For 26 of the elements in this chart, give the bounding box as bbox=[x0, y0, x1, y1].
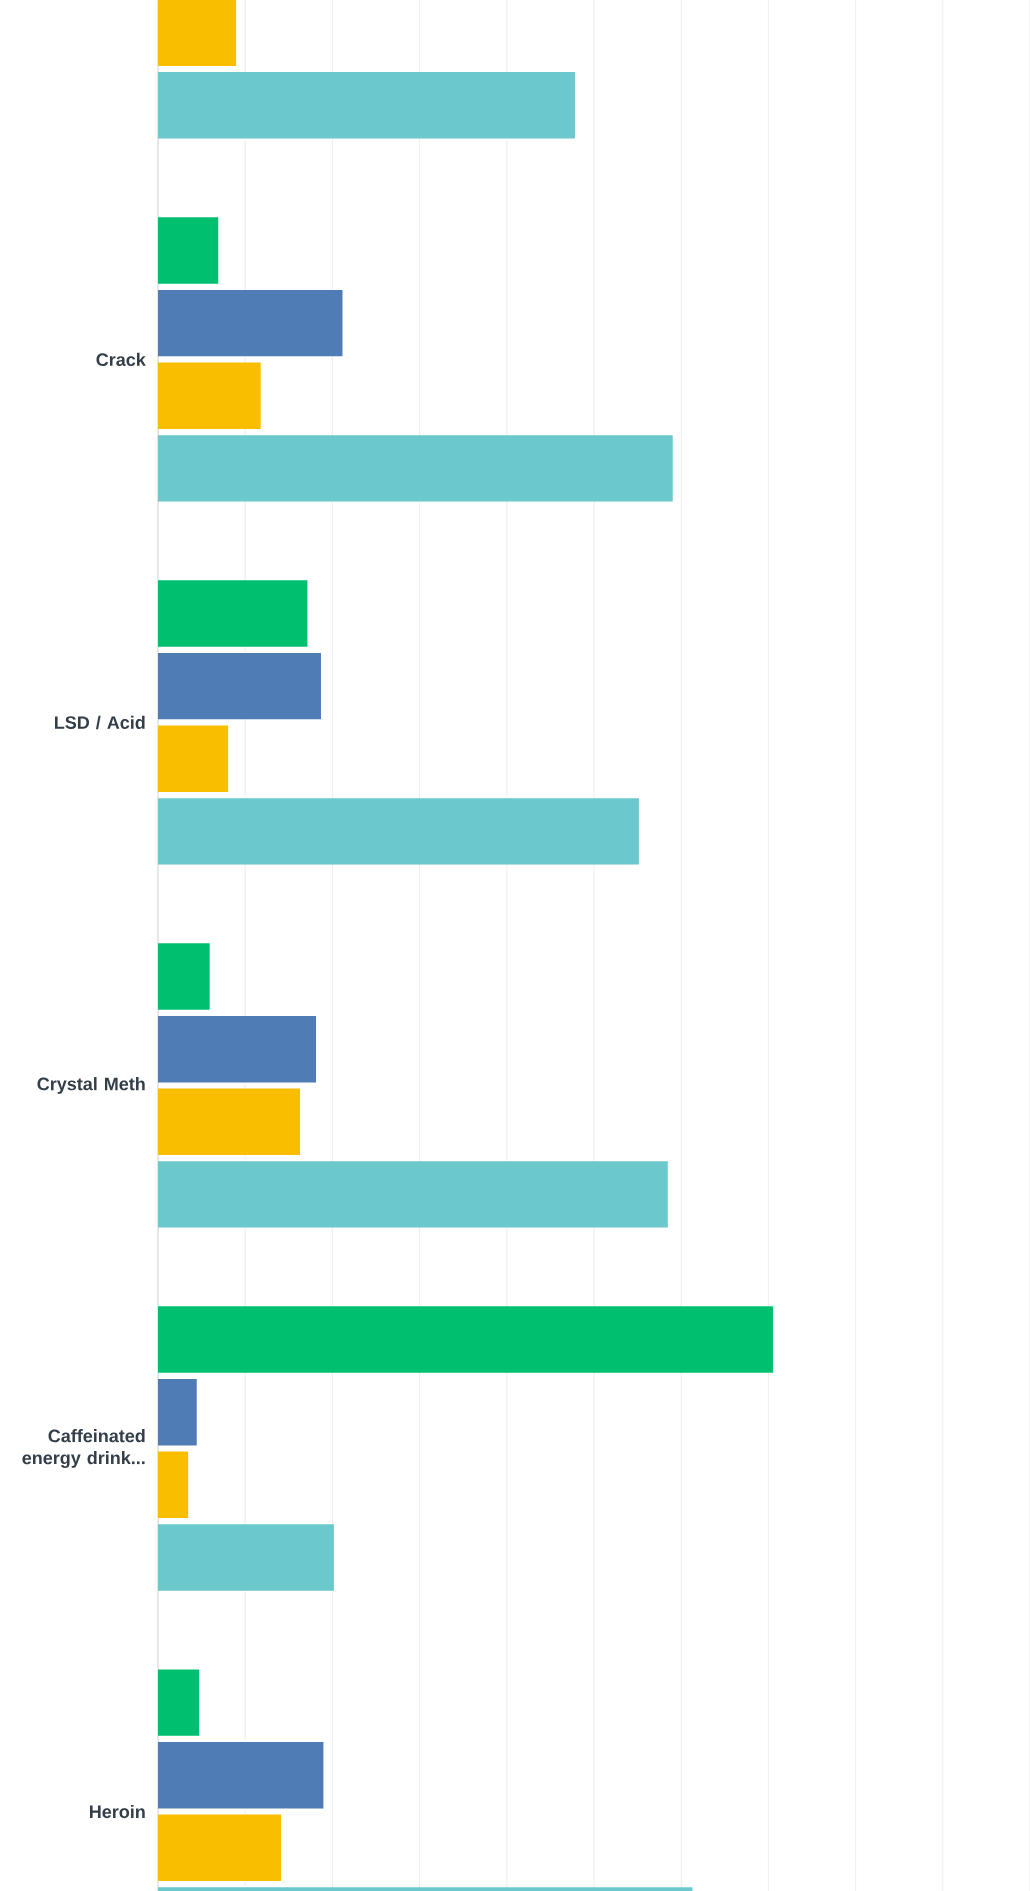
bar bbox=[158, 1161, 668, 1228]
bar bbox=[158, 72, 575, 139]
bar bbox=[158, 1088, 301, 1155]
bar bbox=[158, 435, 673, 502]
y-tick-label: LSD / Acid bbox=[55, 715, 145, 730]
bar bbox=[158, 289, 343, 357]
bar bbox=[158, 1814, 281, 1882]
bar bbox=[158, 1742, 324, 1809]
y-tick-label: Crystal Meth bbox=[37, 1077, 145, 1094]
bar bbox=[158, 798, 639, 865]
bar bbox=[158, 943, 210, 1010]
bar bbox=[158, 217, 219, 284]
bar bbox=[158, 1524, 334, 1591]
bar bbox=[158, 1306, 773, 1373]
bar bbox=[158, 725, 229, 792]
bar bbox=[158, 652, 321, 720]
y-tick-label: Caffeinated energy drink... bbox=[22, 1429, 145, 1468]
bar bbox=[158, 1378, 197, 1446]
y-tick-label: Heroin bbox=[90, 1804, 145, 1819]
bar bbox=[158, 1451, 189, 1519]
bar bbox=[158, 1669, 200, 1736]
bar bbox=[158, 362, 261, 429]
y-tick-label: Crack bbox=[96, 352, 146, 367]
bar bbox=[158, 0, 237, 66]
bar bbox=[158, 1015, 317, 1083]
bar bbox=[158, 580, 308, 647]
